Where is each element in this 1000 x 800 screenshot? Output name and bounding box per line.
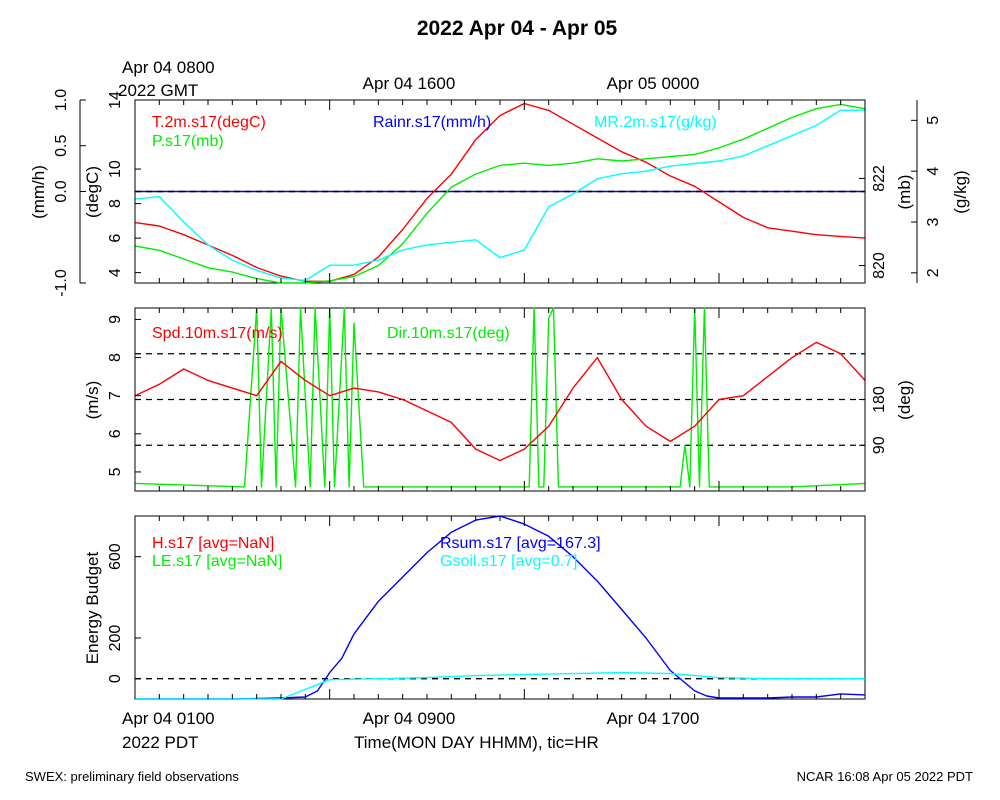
legend-rain-rate: Rainr.s17(mm/h) [373, 114, 491, 131]
dir-axis-tick-label: 90 [871, 436, 888, 454]
temp-axis-tick-label: 4 [107, 268, 124, 277]
pres-axis-tick-label: 822 [871, 165, 888, 192]
speed-axis-tick-label: 5 [107, 467, 124, 476]
mr-axis-tick-label: 3 [925, 217, 942, 226]
temp-axis-tick-label: 8 [107, 199, 124, 208]
speed-axis-title: (m/s) [83, 381, 102, 420]
legend-temperature: T.2m.s17(degC) [152, 114, 266, 131]
footer-left: SWEX: preliminary field observations [25, 769, 239, 784]
bottom-time-label-1a: Apr 04 0100 [122, 709, 215, 728]
speed-axis-tick-label: 6 [107, 429, 124, 438]
energy-axis-tick-label: 0 [107, 674, 124, 683]
legend-sensible-heat: H.s17 [avg=NaN] [152, 535, 274, 552]
temp-axis-tick-label: 14 [107, 91, 124, 109]
speed-axis-tick-label: 8 [107, 353, 124, 362]
energy-panel: 0 200 600 Energy Budget H.s17 [avg=NaN] LE.… [83, 515, 866, 700]
speed-axis-tick-label: 9 [107, 315, 124, 324]
met-panel: -1.0 0.0 0.5 1.0 (mm/h) 4 6 8 10 14 (degC) 820 822 (m… [29, 89, 970, 297]
energy-panel-axes: 0 200 600 Energy Budget [83, 516, 842, 699]
temp-axis-title: (degC) [83, 166, 102, 218]
rain-axis-tick-label: 0.0 [53, 180, 70, 202]
met-series-2 [134, 109, 865, 282]
met-series-0 [134, 102, 866, 282]
energy-axis-tick-label: 200 [107, 625, 124, 652]
temp-axis-tick-label: 6 [107, 234, 124, 243]
legend-radiation-sum: Rsum.s17 [avg=167.3] [440, 535, 601, 552]
met-series-1 [134, 103, 866, 284]
wind-panel: 5 6 7 8 9 (m/s) 90 180 (deg) Spd.10m.s17(m/s) Di… [83, 307, 914, 492]
pres-axis-tick-label: 820 [871, 252, 888, 279]
energy-axis-title: Energy Budget [83, 551, 102, 664]
mr-axis-tick-label: 4 [925, 167, 942, 176]
mr-axis-title: (g/kg) [951, 170, 970, 213]
rain-axis-tick-label: 1.0 [53, 89, 70, 111]
x-axis-label: Time(MON DAY HHMM), tic=HR [354, 733, 599, 752]
legend-wind-speed: Spd.10m.s17(m/s) [152, 325, 283, 342]
legend-mixing-ratio: MR.2m.s17(g/kg) [594, 114, 717, 131]
chart-title: 2022 Apr 04 - Apr 05 [417, 17, 618, 40]
legend-wind-direction: Dir.10m.s17(deg) [387, 325, 510, 342]
pres-axis-title: (mb) [895, 175, 914, 210]
top-time-label-3: Apr 05 0000 [607, 74, 700, 93]
rain-axis-title: (mm/h) [29, 165, 48, 219]
met-panel-axes: -1.0 0.0 0.5 1.0 (mm/h) 4 6 8 10 14 (degC) 820 822 (m… [29, 89, 970, 297]
top-time-label-1b: 2022 GMT [118, 81, 198, 100]
mr-axis-tick-label: 5 [925, 116, 942, 125]
top-time-label-2: Apr 04 1600 [363, 74, 456, 93]
legend-soil-heat: Gsoil.s17 [avg=0.7] [440, 553, 577, 570]
dir-axis-title: (deg) [895, 380, 914, 420]
speed-axis-tick-label: 7 [107, 391, 124, 400]
rain-axis-tick-label: -1.0 [53, 269, 70, 297]
bottom-time-label-2: Apr 04 0900 [363, 709, 456, 728]
wind-panel-axes: 5 6 7 8 9 (m/s) 90 180 (deg) [83, 308, 914, 491]
legend-pressure: P.s17(mb) [152, 133, 224, 150]
temp-axis-tick-label: 10 [107, 160, 124, 178]
wind-speed-line [134, 341, 866, 462]
rain-axis-tick-label: 0.5 [53, 135, 70, 157]
wind-panel-lines [134, 307, 866, 488]
bottom-time-label-1b: 2022 PDT [122, 733, 199, 752]
dir-axis-tick-label: 180 [871, 386, 888, 413]
wind-direction-line [134, 307, 866, 488]
mr-axis-tick-label: 2 [925, 268, 942, 277]
top-time-label-1a: Apr 04 0800 [122, 58, 215, 77]
energy-axis-tick-label: 600 [107, 543, 124, 570]
legend-latent-heat: LE.s17 [avg=NaN] [152, 553, 282, 570]
footer-right: NCAR 16:08 Apr 05 2022 PDT [797, 769, 973, 784]
bottom-time-label-3: Apr 04 1700 [607, 709, 700, 728]
